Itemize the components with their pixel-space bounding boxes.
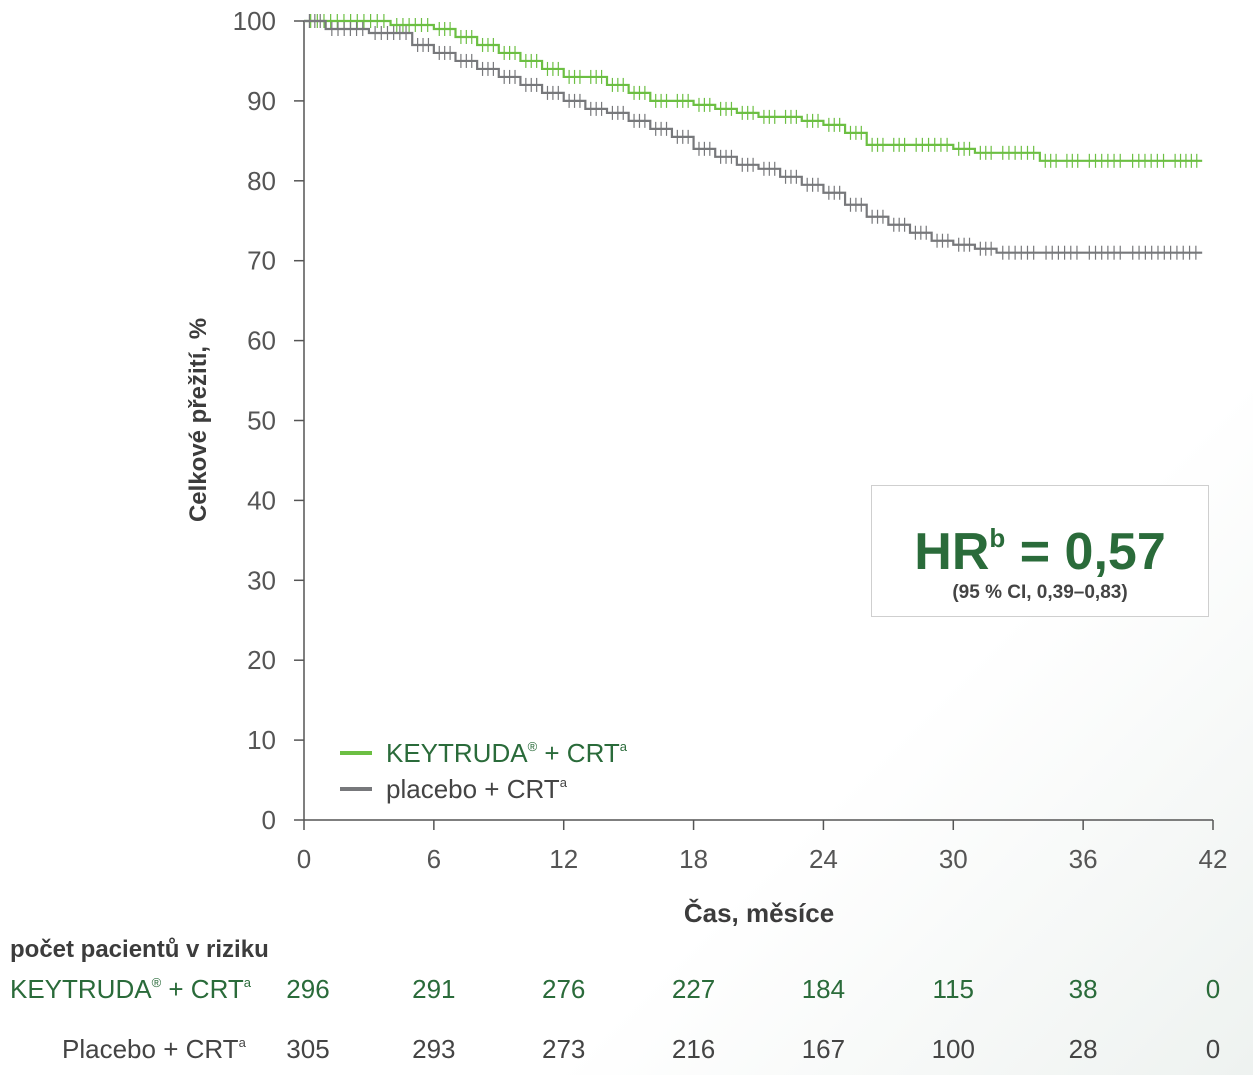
risk-cell: 273: [542, 1034, 586, 1064]
y-tick-label: 80: [247, 166, 276, 196]
risk-row-label-keytruda: KEYTRUDA® + CRTa: [10, 974, 252, 1004]
risk-cell: 28: [1068, 1034, 1098, 1064]
y-tick-label: 20: [247, 645, 276, 675]
y-axis: 0 10 20 30 40 50 60 70 80 90 100: [233, 6, 305, 835]
risk-cell: 216: [671, 1034, 716, 1064]
risk-cell: 291: [412, 974, 456, 1004]
risk-cell: 167: [801, 1034, 846, 1064]
legend-item-placebo: placebo + CRTa: [340, 771, 627, 807]
survival-chart: 0 10 20 30 40 50 60 70 80 90 100 0 6 12 18 24 30 36 42 Ce…: [185, 6, 1228, 928]
y-tick-label: 40: [247, 485, 276, 515]
risk-row-label-placebo: Placebo + CRTa: [62, 1034, 246, 1064]
legend-label-keytruda: KEYTRUDA® + CRTa: [386, 737, 628, 768]
y-tick-label: 60: [247, 326, 276, 356]
risk-cell: 227: [671, 974, 716, 1004]
legend-swatch-keytruda: [340, 751, 372, 755]
x-tick-label: 18: [679, 844, 708, 874]
series-line-1: [304, 19, 1203, 254]
risk-cell: 0: [1205, 974, 1221, 1004]
x-tick-label: 24: [809, 844, 838, 874]
risk-table-title: počet pacientů v riziku: [10, 936, 269, 963]
risk-cell: 100: [931, 1034, 975, 1064]
x-axis-label: Čas, měsíce: [684, 898, 834, 928]
x-tick-label: 0: [297, 844, 311, 874]
y-tick-label: 0: [262, 805, 276, 835]
y-tick-label: 100: [233, 6, 276, 36]
legend-item-keytruda: KEYTRUDA® + CRTa: [340, 735, 627, 771]
risk-cell: 276: [542, 974, 586, 1004]
risk-cell: 296: [286, 974, 330, 1004]
risk-cell: 38: [1068, 974, 1098, 1004]
x-tick-label: 42: [1199, 844, 1228, 874]
legend-swatch-placebo: [340, 787, 372, 791]
risk-cell: 115: [932, 974, 974, 1004]
y-tick-label: 30: [247, 565, 276, 595]
series-layer: [304, 14, 1203, 260]
risk-cell: 305: [286, 1034, 330, 1064]
x-tick-label: 12: [549, 844, 578, 874]
confidence-interval: (95 % CI, 0,39–0,83): [952, 582, 1128, 603]
y-axis-label: Celkové přežití, %: [185, 318, 212, 522]
y-tick-label: 10: [247, 725, 276, 755]
series-line-0: [304, 19, 1203, 162]
x-tick-label: 36: [1069, 844, 1098, 874]
x-axis: 0 6 12 18 24 30 36 42: [297, 819, 1228, 874]
chart-legend: KEYTRUDA® + CRTa placebo + CRTa: [340, 735, 627, 807]
y-tick-label: 90: [247, 86, 276, 116]
risk-cell: 293: [412, 1034, 456, 1064]
hazard-ratio-box: HRb = 0,57 (95 % CI, 0,39–0,83): [871, 485, 1209, 617]
y-tick-label: 50: [247, 406, 276, 436]
hazard-ratio-value: HRb = 0,57: [914, 523, 1166, 581]
risk-cell: 184: [801, 974, 846, 1004]
x-tick-label: 6: [427, 844, 441, 874]
y-tick-label: 70: [247, 246, 276, 276]
legend-label-placebo: placebo + CRTa: [386, 773, 567, 804]
x-tick-label: 30: [939, 844, 968, 874]
risk-cell: 0: [1205, 1034, 1221, 1064]
